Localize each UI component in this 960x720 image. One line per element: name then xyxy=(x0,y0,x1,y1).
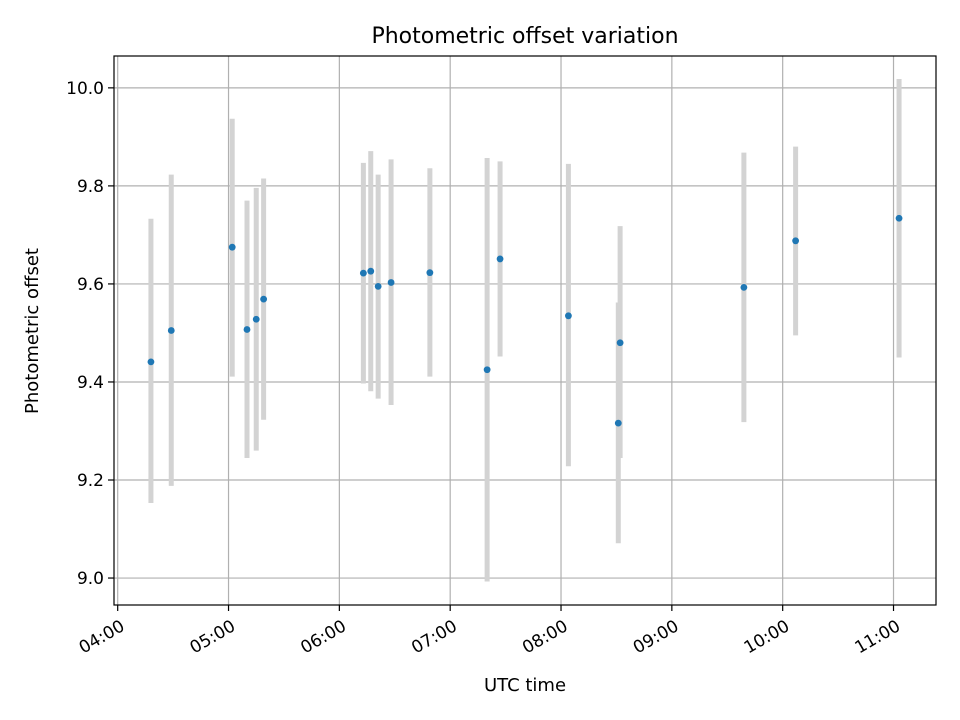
data-point xyxy=(374,282,382,290)
x-axis: 04:00 05:00 06:00 07:00 08:00 09:00 10:00 11:00 xyxy=(76,605,904,658)
y-tick-label: 9.0 xyxy=(77,569,104,589)
y-tick-label: 9.4 xyxy=(77,373,104,393)
data-point xyxy=(496,255,504,263)
x-tick-label: 11:00 xyxy=(852,616,904,658)
data-point xyxy=(167,327,175,334)
data-point xyxy=(260,295,268,303)
data-point xyxy=(359,269,367,277)
data-point xyxy=(895,214,903,222)
data-point xyxy=(483,366,491,374)
data-point xyxy=(792,237,800,245)
x-tick-label: 09:00 xyxy=(630,616,682,658)
y-tick-label: 9.6 xyxy=(77,275,104,295)
x-tick-label: 04:00 xyxy=(76,616,128,658)
x-axis-label: UTC time xyxy=(484,675,566,696)
data-point xyxy=(387,279,395,286)
data-point xyxy=(252,315,260,323)
x-tick-label: 07:00 xyxy=(408,616,460,658)
y-axis-label: Photometric offset xyxy=(22,248,43,414)
y-tick-label: 9.8 xyxy=(77,177,104,197)
data-points xyxy=(147,214,903,427)
data-point xyxy=(565,312,572,320)
grid-lines xyxy=(114,56,936,605)
x-tick-label: 10:00 xyxy=(741,616,793,658)
error-bars xyxy=(148,79,902,582)
data-point xyxy=(426,269,434,277)
chart-title: Photometric offset variation xyxy=(371,24,678,49)
data-point xyxy=(228,243,236,251)
x-tick-label: 06:00 xyxy=(297,616,349,658)
x-tick-label: 08:00 xyxy=(519,616,571,658)
y-tick-label: 9.2 xyxy=(77,471,104,491)
data-point xyxy=(616,339,624,347)
x-tick-label: 05:00 xyxy=(187,616,239,658)
plot-frame xyxy=(113,55,937,606)
data-point xyxy=(147,358,155,366)
y-tick-label: 10.0 xyxy=(66,79,104,99)
data-point xyxy=(740,283,748,291)
data-point xyxy=(243,326,251,333)
data-point xyxy=(614,419,622,427)
data-point xyxy=(367,267,375,275)
y-axis: 9.0 9.2 9.4 9.6 9.8 10.0 xyxy=(66,79,114,589)
